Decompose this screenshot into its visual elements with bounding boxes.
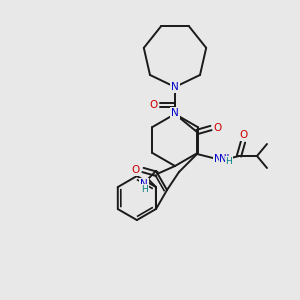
Text: O: O	[240, 130, 248, 140]
Text: N: N	[171, 82, 179, 92]
Text: N: N	[219, 154, 227, 164]
Text: H: H	[226, 157, 232, 166]
Text: O: O	[214, 123, 222, 133]
Text: N: N	[171, 108, 179, 118]
Text: H: H	[141, 184, 147, 194]
Text: O: O	[132, 165, 140, 175]
Text: N: N	[140, 179, 148, 189]
Text: NH: NH	[214, 154, 230, 164]
Text: O: O	[149, 100, 157, 110]
